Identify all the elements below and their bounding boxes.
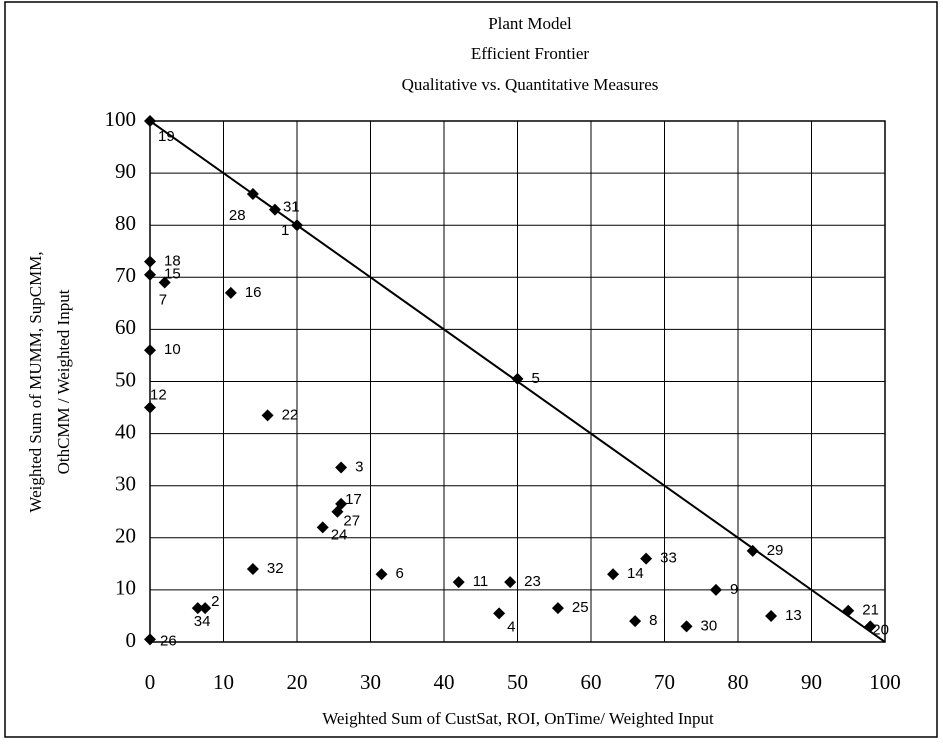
y-tick-label: 80 [115,211,136,235]
chart-title: Efficient Frontier [471,44,590,63]
y-tick-label: 100 [105,107,137,131]
point [746,544,759,557]
point-label: 26 [160,632,177,649]
x-tick-label: 70 [654,670,675,694]
point-label: 27 [343,513,360,530]
point [375,568,388,581]
point [765,609,778,622]
x-tick-label: 60 [581,670,602,694]
point-label: 34 [194,613,211,630]
point [331,505,344,518]
point-label: 5 [532,370,540,387]
point [640,552,653,565]
point [511,372,524,385]
point-label: 24 [331,526,348,543]
point-label: 33 [660,550,677,567]
point-label: 18 [164,253,181,270]
point-label: 23 [524,573,541,590]
chart-title: Qualitative vs. Quantitative Measures [402,75,659,94]
point-label: 10 [164,341,181,358]
y-axis-label: OthCMM / Weighted Input [54,289,73,474]
x-tick-label: 10 [213,670,234,694]
point-label: 6 [396,565,404,582]
point-label: 11 [473,573,489,590]
x-tick-label: 30 [360,670,381,694]
point [199,602,212,615]
point [864,620,877,633]
y-tick-label: 90 [115,159,136,183]
y-tick-label: 10 [115,576,136,600]
point [144,255,156,268]
point [452,576,465,589]
point-label: 30 [701,617,718,634]
x-tick-label: 100 [869,670,901,694]
point [144,268,156,281]
y-tick-label: 40 [115,419,136,443]
x-tick-label: 50 [507,670,528,694]
point [680,620,693,633]
point [607,568,620,581]
x-tick-label: 0 [145,670,156,694]
y-tick-label: 50 [115,367,136,391]
point [842,604,855,617]
point [629,615,642,628]
x-tick-label: 40 [434,670,455,694]
point [158,276,171,289]
point [335,461,348,474]
point-label: 1 [281,222,289,239]
point-label: 13 [785,607,802,624]
point-label: 21 [862,602,879,619]
point-label: 8 [649,612,657,629]
x-tick-label: 20 [287,670,308,694]
point [291,219,303,232]
point-label: 25 [572,599,589,616]
y-tick-label: 70 [115,263,136,287]
point-label: 28 [229,207,246,224]
point [261,409,274,422]
point [246,187,259,200]
point-label: 2 [211,593,219,610]
y-tick-label: 60 [115,315,136,339]
point [551,602,564,615]
point-label: 17 [345,491,362,508]
point-label: 7 [159,291,167,308]
point [493,607,506,620]
point [144,633,156,646]
point-label: 20 [872,621,889,638]
x-axis-label: Weighted Sum of CustSat, ROI, OnTime/ We… [322,709,714,728]
point-label: 19 [158,128,175,145]
y-axis-label: Weighted Sum of MUMM, SupCMM, [26,251,45,512]
point-label: 22 [282,406,299,423]
point [144,401,156,414]
point [144,115,156,127]
point [709,583,722,596]
x-tick-label: 80 [728,670,749,694]
point [268,203,281,216]
point-label: 29 [767,542,784,559]
point-label: 31 [283,199,300,216]
y-tick-label: 20 [115,524,136,548]
point-label: 14 [627,565,644,582]
point-label: 4 [507,618,515,635]
point [191,602,204,615]
point-label: 32 [267,560,284,577]
point-label: 15 [164,266,181,283]
point-label: 9 [730,581,738,598]
point [504,576,517,589]
x-tick-label: 90 [801,670,822,694]
point-label: 3 [355,458,363,475]
point [144,344,156,357]
plot-border [149,120,886,643]
point [246,563,259,576]
point-label: 16 [245,284,262,301]
y-axis-label-group: Weighted Sum of MUMM, SupCMM, OthCMM / W… [26,251,73,512]
point [316,521,329,534]
y-tick-label: 30 [115,472,136,496]
point [224,286,237,299]
chart-title: Plant Model [488,14,572,33]
y-tick-label: 0 [126,628,137,652]
frame [4,1,938,738]
point-label: 12 [150,387,167,404]
